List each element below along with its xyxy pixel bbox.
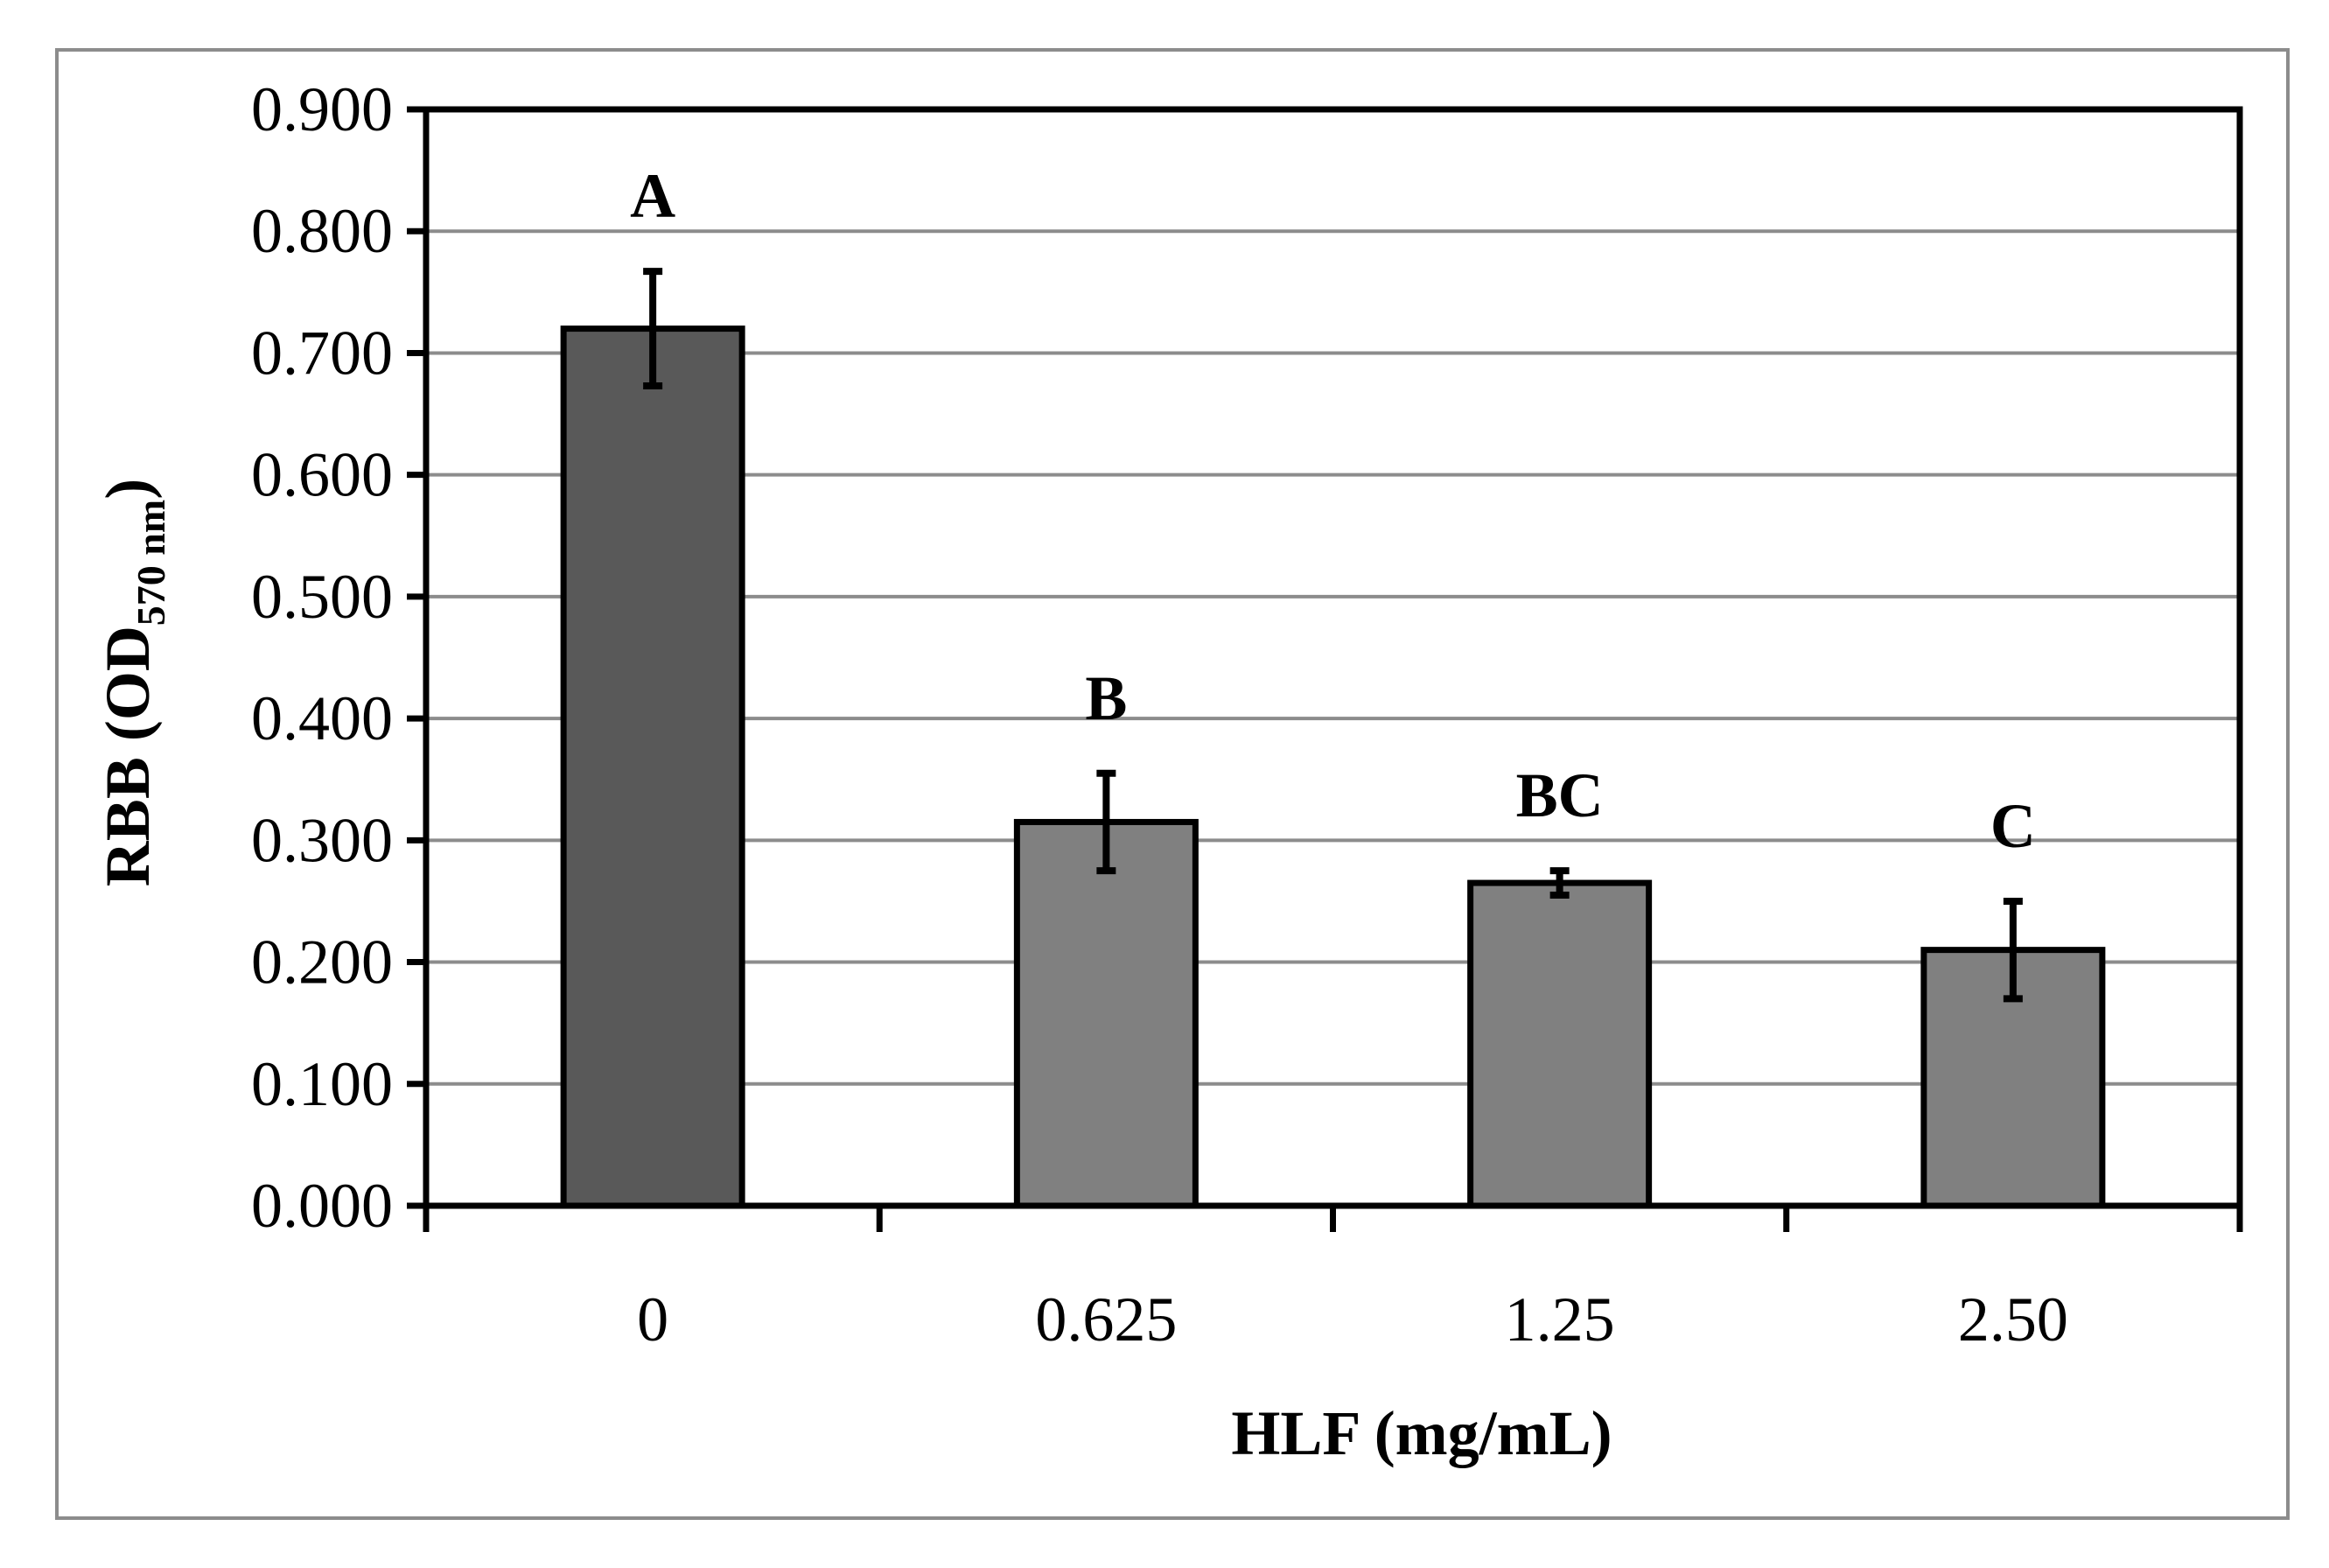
x-tick-label: 1.25 [1505,1284,1615,1354]
y-tick-label: 0.500 [251,562,393,632]
labels: 0.000 0.100 0.200 0.300 0.400 0.500 0.600 0.700… [251,74,2068,1354]
y-tick-label: 0.400 [251,683,393,753]
x-tick-label: 0 [637,1284,668,1354]
axes [407,106,2243,1232]
y-tick-label: 0.700 [251,318,393,388]
significance-label: B [1085,663,1127,733]
bars [560,268,2106,1209]
y-tick-label: 0.600 [251,440,393,510]
significance-label: C [1990,791,2036,861]
y-tick-label: 0.900 [251,74,393,144]
x-axis-title: HLF (mg/mL) [1231,1398,1612,1468]
y-tick-label: 0.800 [251,196,393,266]
y-tick-label: 0.000 [251,1171,393,1241]
bar-0 [560,326,745,1209]
x-tick-label: 0.625 [1035,1284,1177,1354]
significance-label: A [630,161,675,231]
y-axis-title: RBB (OD570 nm) [93,479,173,886]
y-tick-label: 0.100 [251,1049,393,1119]
bar-0.625 [1013,818,1199,1209]
x-tick-label: 2.50 [1958,1284,2068,1354]
y-tick-label: 0.200 [251,928,393,998]
y-tick-label: 0.300 [251,805,393,875]
bar-1.25 [1467,879,1653,1209]
significance-label: BC [1516,760,1604,830]
